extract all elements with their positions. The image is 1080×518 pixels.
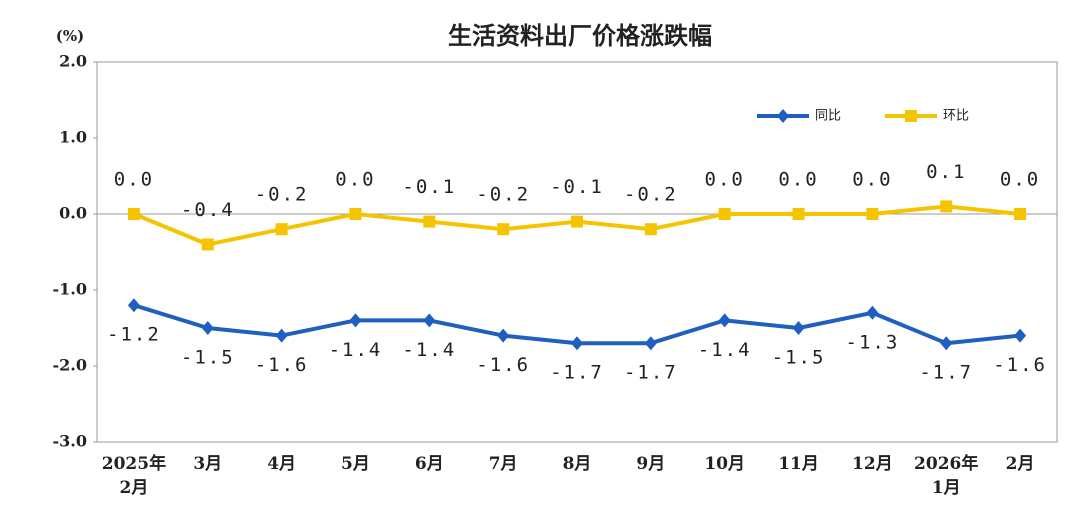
point bbox=[349, 208, 362, 220]
y-unit: (%) bbox=[56, 27, 84, 45]
x-tick-label: 6月 bbox=[414, 454, 444, 474]
x-tick-label: 2025年 2月 bbox=[101, 454, 167, 498]
data-label: 0.0 bbox=[705, 169, 745, 191]
y-tick-label: -1.0 bbox=[53, 280, 87, 299]
data-label: -1.6 bbox=[993, 354, 1047, 376]
point bbox=[275, 328, 288, 343]
point bbox=[275, 223, 288, 236]
point bbox=[792, 208, 805, 220]
y-tick-label: -2.0 bbox=[53, 356, 87, 375]
legend-marker bbox=[905, 110, 917, 122]
plot-frame bbox=[96, 61, 1058, 443]
data-label: -1.7 bbox=[919, 362, 973, 384]
point bbox=[718, 313, 731, 328]
data-label: -0.1 bbox=[402, 176, 456, 198]
point bbox=[127, 298, 140, 313]
point bbox=[201, 238, 214, 251]
data-label: 0.0 bbox=[1000, 169, 1040, 191]
data-label: -1.7 bbox=[624, 362, 678, 384]
data-label: 0.0 bbox=[852, 169, 892, 191]
data-label: -1.6 bbox=[255, 354, 309, 376]
point bbox=[349, 313, 362, 328]
point bbox=[201, 321, 214, 335]
data-label: 0.0 bbox=[114, 169, 154, 191]
point bbox=[497, 223, 510, 236]
x-tick-label: 12月 bbox=[852, 454, 893, 474]
y-tick-label: 2.0 bbox=[59, 52, 87, 71]
point bbox=[423, 313, 436, 328]
point bbox=[940, 200, 953, 213]
x-tick-label: 8月 bbox=[562, 454, 592, 474]
point bbox=[866, 305, 879, 320]
x-tick-label: 4月 bbox=[267, 454, 297, 474]
data-label: -1.4 bbox=[698, 339, 752, 361]
data-label: -1.3 bbox=[846, 331, 900, 353]
y-tick-label: -3.0 bbox=[53, 432, 87, 451]
point bbox=[1014, 208, 1027, 220]
point bbox=[571, 215, 583, 228]
x-tick-label: 9月 bbox=[636, 454, 666, 474]
x-tick-label: 3月 bbox=[193, 454, 223, 474]
data-label: -1.5 bbox=[772, 347, 826, 369]
data-label: -0.4 bbox=[181, 199, 235, 221]
point bbox=[644, 223, 657, 236]
y-tick-label: 1.0 bbox=[59, 128, 87, 147]
data-label: -0.2 bbox=[624, 184, 678, 206]
data-label: -1.4 bbox=[402, 339, 456, 361]
data-label: 0.0 bbox=[778, 169, 818, 191]
x-tick-label: 5月 bbox=[341, 454, 370, 474]
data-label: 0.0 bbox=[335, 169, 375, 191]
data-label: -1.6 bbox=[476, 354, 530, 376]
x-tick-label: 7月 bbox=[488, 454, 518, 474]
point bbox=[423, 215, 436, 228]
legend-label: 环比 bbox=[943, 109, 969, 124]
x-tick-label: 11月 bbox=[778, 454, 819, 474]
point bbox=[718, 208, 731, 220]
data-label: -1.5 bbox=[181, 347, 235, 369]
legend-label: 同比 bbox=[815, 109, 841, 124]
x-tick-label: 2026年 1月 bbox=[914, 454, 979, 498]
point bbox=[571, 336, 583, 351]
x-tick-label: 2月 bbox=[1005, 454, 1035, 474]
data-label: -1.7 bbox=[550, 362, 604, 384]
data-label: -0.2 bbox=[476, 184, 530, 206]
data-label: -0.1 bbox=[550, 176, 604, 198]
data-label: -1.2 bbox=[107, 324, 161, 346]
data-label: 0.1 bbox=[926, 161, 966, 183]
x-tick-label: 10月 bbox=[704, 454, 746, 474]
point bbox=[940, 336, 953, 351]
point bbox=[644, 336, 657, 351]
data-label: -1.4 bbox=[329, 339, 383, 361]
point bbox=[866, 208, 879, 220]
point bbox=[1014, 328, 1027, 343]
point bbox=[497, 328, 510, 343]
legend-marker bbox=[777, 109, 789, 123]
point bbox=[792, 321, 805, 335]
y-tick-label: 0.0 bbox=[59, 204, 87, 223]
chart-title: 生活资料出厂价格涨跌幅 bbox=[448, 22, 712, 50]
point bbox=[127, 208, 140, 220]
data-label: -0.2 bbox=[255, 184, 309, 206]
